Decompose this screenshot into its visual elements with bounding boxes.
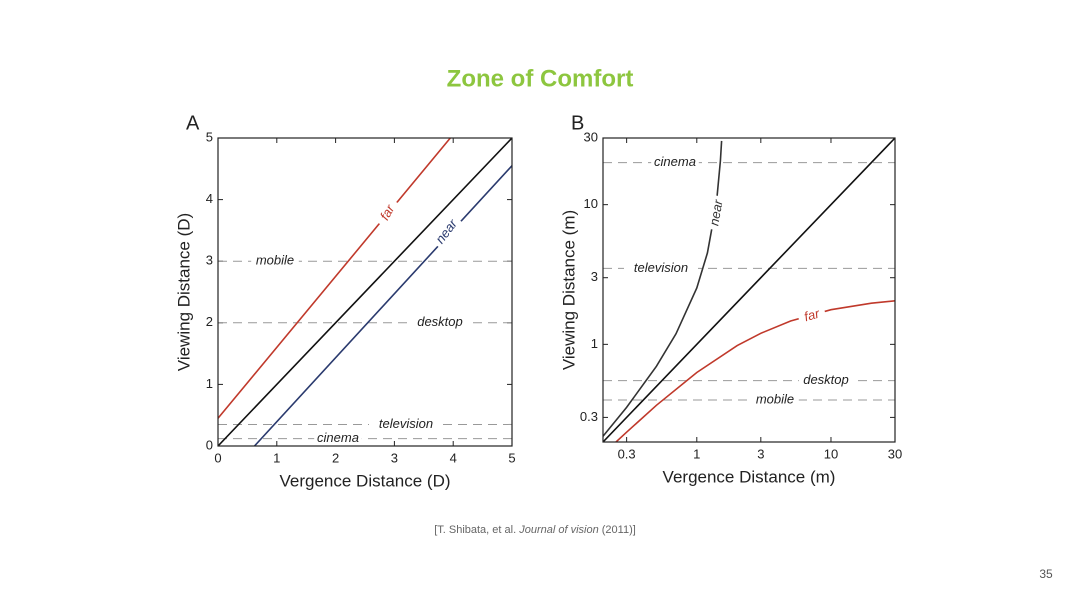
y-tick-label: 0 [206, 437, 213, 452]
x-tick-label: 30 [888, 446, 902, 461]
reference-label: desktop [803, 372, 849, 387]
label-bg [798, 372, 854, 389]
x-tick-label: 0.3 [618, 446, 636, 461]
curve-label-group: far [375, 197, 401, 229]
label-bg [624, 260, 698, 277]
x-tick-label: 10 [824, 446, 838, 461]
curve-label: far [802, 305, 821, 324]
x-tick-label: 2 [332, 450, 339, 465]
y-tick-label: 30 [584, 129, 598, 144]
reference-label: mobile [756, 391, 794, 406]
citation: [T. Shibata, et al. Journal of vision (2… [434, 524, 636, 536]
y-tick-label: 3 [591, 269, 598, 284]
label-bg [375, 197, 401, 229]
curve-label-group: near [706, 195, 727, 231]
series-line [603, 140, 723, 437]
series-line [615, 300, 895, 442]
x-tick-label: 1 [693, 446, 700, 461]
label-bg [369, 416, 443, 433]
x-tick-label: 0 [214, 450, 221, 465]
slide-title: Zone of Comfort [447, 65, 634, 92]
reference-label: mobile [256, 253, 294, 268]
series-line [603, 138, 895, 442]
x-axis-label: Vergence Distance (m) [663, 467, 836, 486]
label-bg [314, 430, 362, 447]
label-bg [751, 391, 799, 408]
series-line [218, 138, 512, 446]
y-axis-label: Viewing Distance (D) [174, 213, 193, 371]
x-tick-label: 3 [391, 450, 398, 465]
label-bg [651, 154, 699, 171]
citation-text: [T. Shibata, et al. [434, 524, 519, 536]
reference-label: cinema [654, 154, 696, 169]
panel-label: B [571, 112, 584, 134]
series-line [253, 165, 512, 446]
x-tick-label: 3 [757, 446, 764, 461]
plot-frame [217, 137, 513, 447]
x-tick-label: 5 [508, 450, 515, 465]
y-tick-label: 1 [206, 376, 213, 391]
plot-frame [602, 137, 896, 443]
label-bg [797, 305, 827, 327]
curve-label: far [377, 202, 398, 223]
y-tick-label: 1 [591, 336, 598, 351]
citation-journal: Journal of vision [518, 524, 599, 536]
y-tick-label: 10 [584, 196, 598, 211]
y-tick-label: 5 [206, 129, 213, 144]
x-tick-label: 4 [450, 450, 457, 465]
curve-label-group: far [797, 305, 827, 327]
panel-label: A [186, 112, 200, 134]
x-tick-label: 1 [273, 450, 280, 465]
y-axis-label: Viewing Distance (m) [559, 210, 578, 370]
reference-label: television [379, 416, 433, 431]
y-tick-label: 3 [206, 253, 213, 268]
citation-text: (2011)] [599, 524, 636, 536]
y-tick-label: 4 [206, 191, 213, 206]
label-bg [431, 214, 463, 250]
label-bg [707, 195, 727, 231]
label-bg [412, 314, 468, 331]
page-number: 35 [1039, 567, 1053, 581]
reference-label: desktop [417, 314, 463, 329]
label-bg [251, 253, 299, 270]
y-tick-label: 2 [206, 314, 213, 329]
curve-label: near [706, 198, 725, 227]
reference-label: cinema [317, 430, 359, 445]
series-line [218, 138, 451, 419]
y-tick-label: 0.3 [580, 409, 598, 424]
reference-label: television [634, 260, 688, 275]
x-axis-label: Vergence Distance (D) [279, 471, 450, 490]
